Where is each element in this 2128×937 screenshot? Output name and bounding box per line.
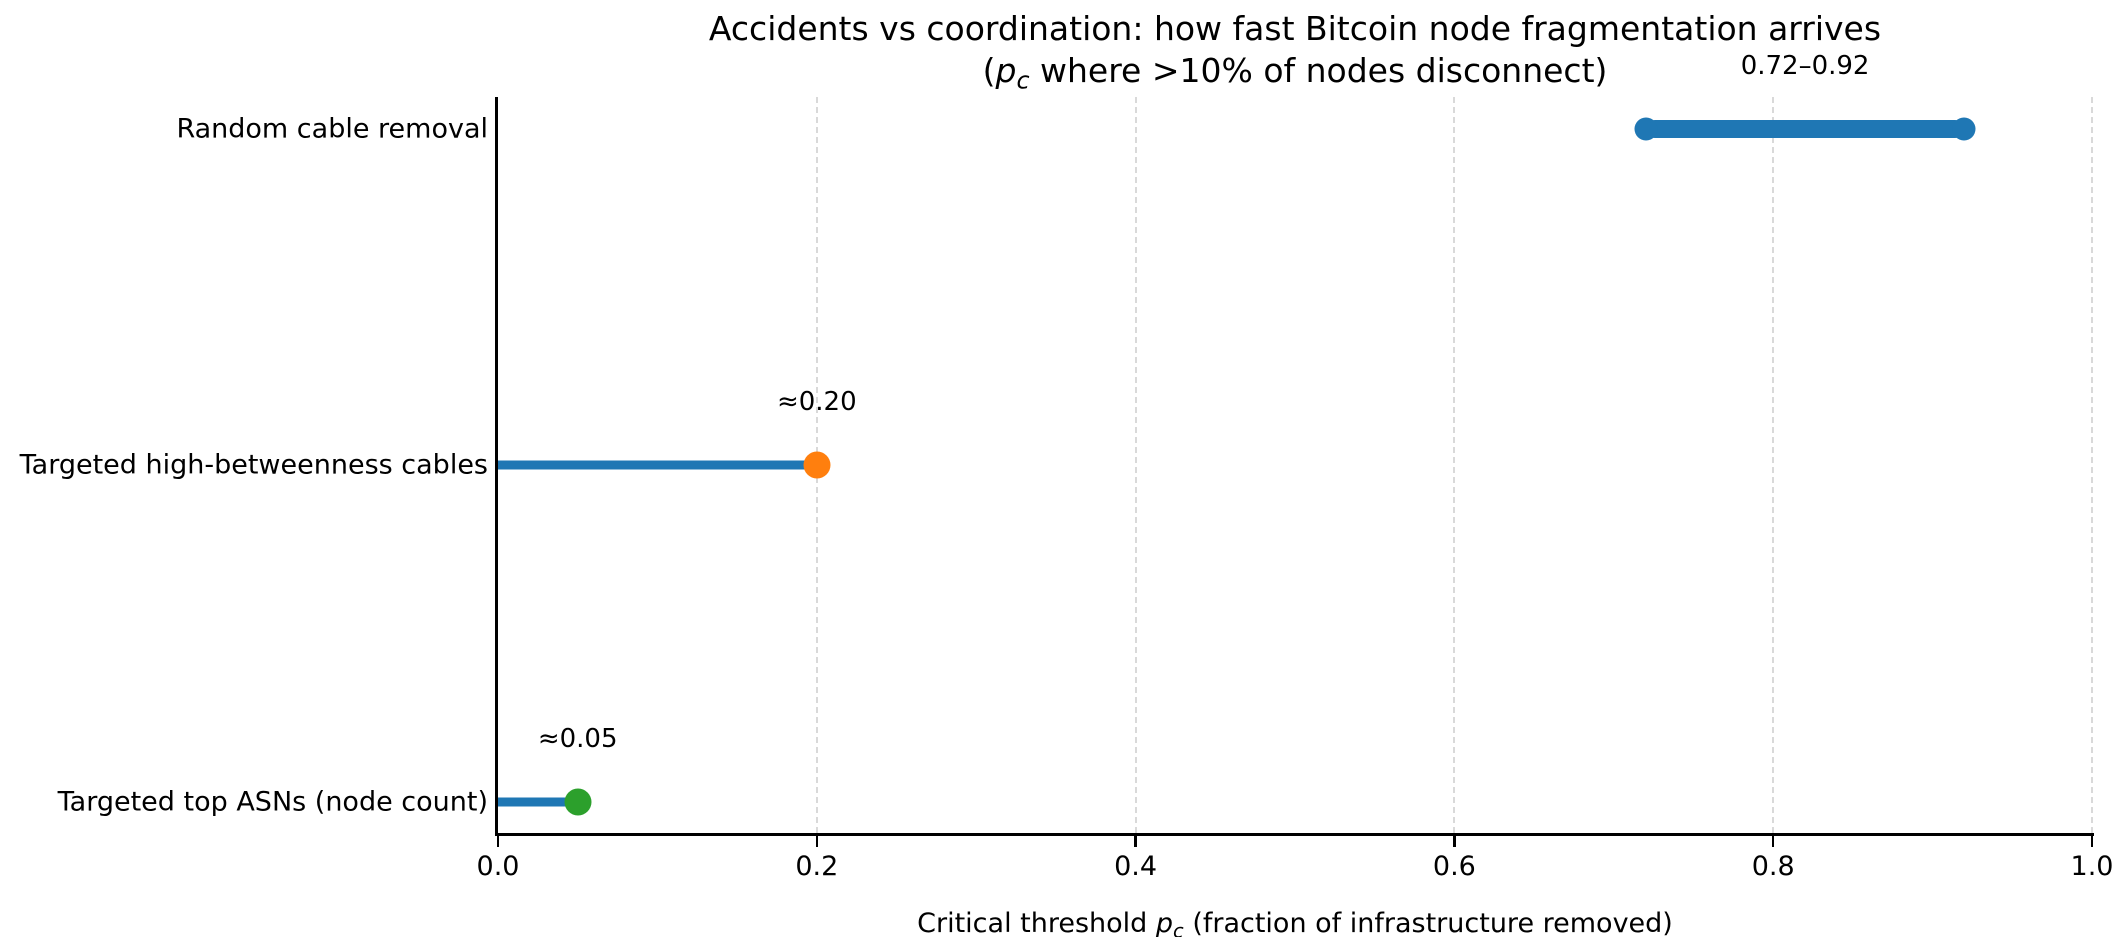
- value-annotation: ≈0.20: [776, 387, 857, 417]
- y-category-label-2: Targeted top ASNs (node count): [57, 786, 488, 818]
- lollipop-stem: [498, 797, 578, 807]
- x-tick-mark-0.8: [1771, 836, 1775, 847]
- x-axis-spine: [495, 833, 2094, 836]
- lollipop-stem: [498, 460, 817, 470]
- x-axis-label-var: p: [1155, 908, 1174, 937]
- x-axis-label-rest: (fraction of infrastructure removed): [1183, 908, 1673, 937]
- lollipop-dot: [803, 451, 831, 479]
- x-tick-mark-1.0: [2090, 836, 2094, 847]
- value-annotation: ≈0.05: [537, 724, 618, 754]
- chart-title-line2-rest: where >10% of nodes disconnect): [1029, 51, 1608, 90]
- chart-title-line1-text: Accidents vs coordination: how fast Bitc…: [708, 9, 1882, 48]
- x-tick-label-0.4: 0.4: [1114, 851, 1158, 882]
- chart-title-line2: (pc where >10% of nodes disconnect): [498, 50, 2092, 102]
- range-bar: [1645, 120, 1965, 138]
- x-tick-label-1.0: 1.0: [2070, 851, 2114, 882]
- range-annotation: 0.72–0.92: [1740, 51, 1870, 81]
- x-axis-label: Critical threshold pc (fraction of infra…: [498, 908, 2092, 937]
- x-axis-label-pre: Critical threshold: [917, 908, 1156, 937]
- x-tick-label-0.6: 0.6: [1432, 851, 1476, 882]
- range-bar-right-cap: [1952, 117, 1976, 141]
- x-tick-mark-0.4: [1134, 836, 1137, 847]
- x-tick-label-0.2: 0.2: [795, 851, 839, 882]
- x-tick-label-0.8: 0.8: [1751, 851, 1795, 882]
- chart-title-line2-pre: (: [982, 51, 996, 90]
- y-category-label-0: Random cable removal: [176, 113, 488, 145]
- chart-title-line1: Accidents vs coordination: how fast Bitc…: [498, 8, 2092, 50]
- x-axis-label-sub: c: [1173, 919, 1184, 937]
- gridline-0.4: [1134, 97, 1137, 833]
- x-tick-mark-0.0: [496, 836, 500, 847]
- range-bar-left-cap: [1634, 117, 1658, 141]
- chart-title-line2-var: p: [995, 51, 1017, 90]
- gridline-1.0: [2091, 97, 2093, 833]
- gridline-0.8: [1772, 97, 1775, 833]
- x-tick-mark-0.6: [1453, 836, 1456, 847]
- lollipop-dot: [564, 788, 592, 816]
- x-tick-mark-0.2: [815, 836, 819, 847]
- gridline-0.6: [1453, 97, 1456, 833]
- chart-title: Accidents vs coordination: how fast Bitc…: [498, 8, 2092, 102]
- y-axis-spine: [495, 97, 498, 836]
- y-category-label-1: Targeted high-betweenness cables: [19, 449, 488, 481]
- x-tick-label-0.0: 0.0: [476, 851, 520, 882]
- chart-title-line2-sub: c: [1016, 66, 1030, 95]
